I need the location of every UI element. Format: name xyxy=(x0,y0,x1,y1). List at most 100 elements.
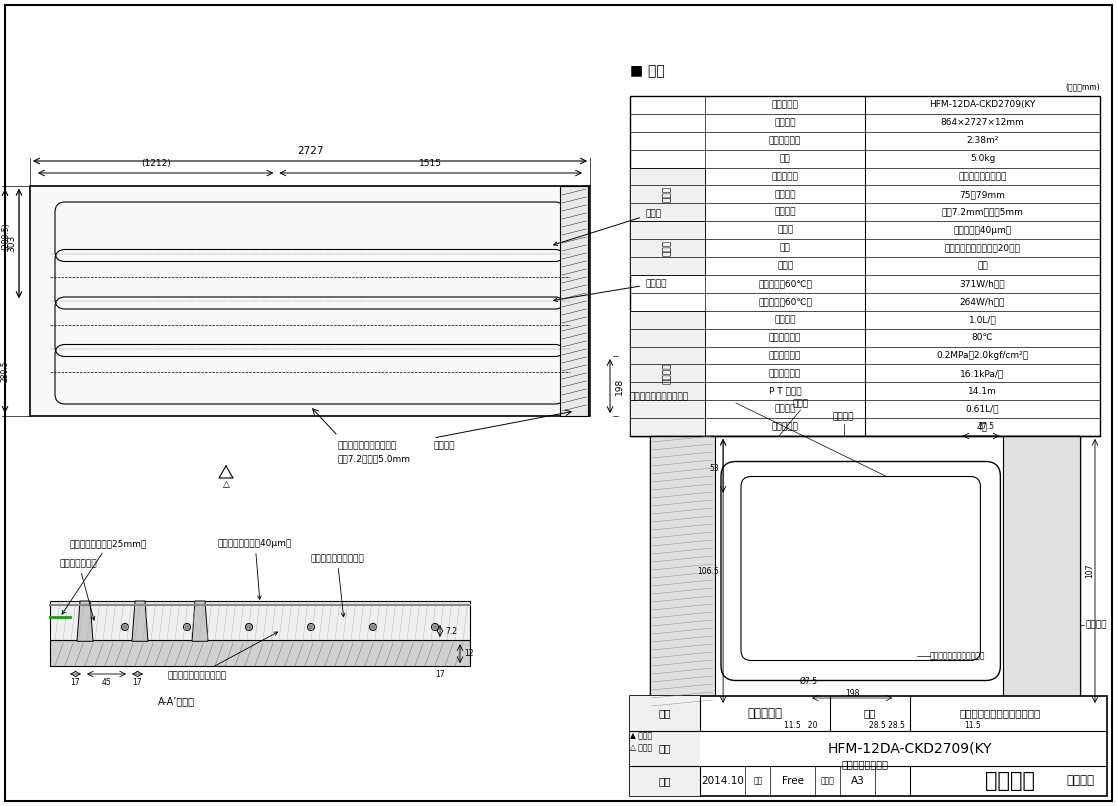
Circle shape xyxy=(309,625,313,629)
Text: 1515: 1515 xyxy=(419,159,442,168)
Text: 1.0L/分: 1.0L/分 xyxy=(968,315,996,324)
Bar xyxy=(560,186,588,416)
Bar xyxy=(630,766,700,796)
Text: 管サイズ: 管サイズ xyxy=(774,208,795,217)
FancyBboxPatch shape xyxy=(720,462,1001,680)
Text: ■ 仕様: ■ 仕様 xyxy=(630,64,665,78)
Bar xyxy=(630,696,700,731)
Text: グリーンライン（25mm）: グリーンライン（25mm） xyxy=(63,539,147,614)
Text: サイズ: サイズ xyxy=(821,776,834,786)
Text: 尺度: 尺度 xyxy=(753,776,763,786)
Text: 作成: 作成 xyxy=(659,776,671,786)
Bar xyxy=(650,436,1080,706)
Text: 2.38m²: 2.38m² xyxy=(966,136,999,145)
Circle shape xyxy=(185,625,189,629)
Text: 280.5: 280.5 xyxy=(1,360,10,382)
Text: 264W/h・枚: 264W/h・枚 xyxy=(960,297,1005,306)
Text: なし: なし xyxy=(977,261,987,271)
Bar xyxy=(1003,436,1080,706)
Text: 0.61L/枚: 0.61L/枚 xyxy=(966,405,1000,413)
Text: 質量: 質量 xyxy=(780,154,791,163)
Text: 標準流量: 標準流量 xyxy=(774,315,795,324)
Bar xyxy=(630,311,705,436)
Text: 表面材（アルミ箔40μm）: 表面材（アルミ箔40μm） xyxy=(218,539,293,600)
Text: ヘッダー: ヘッダー xyxy=(433,441,455,450)
Circle shape xyxy=(123,625,127,629)
Text: 外彧7.2・内彧5.0mm: 外彧7.2・内彧5.0mm xyxy=(338,454,411,463)
Text: P T 相当長: P T 相当長 xyxy=(768,387,801,396)
Text: 小根太（合板）: 小根太（合板） xyxy=(60,559,97,620)
Text: 106.5: 106.5 xyxy=(697,567,719,575)
Bar xyxy=(50,640,470,666)
Text: 45: 45 xyxy=(102,678,112,687)
Text: マット: マット xyxy=(663,240,672,256)
Text: 型式: 型式 xyxy=(659,743,671,754)
Text: 表面材: 表面材 xyxy=(777,226,793,235)
Text: HFM-12DA-CKD2709(KY: HFM-12DA-CKD2709(KY xyxy=(929,101,1035,110)
Text: 架橋ポリエチレンパイプ: 架橋ポリエチレンパイプ xyxy=(168,632,278,680)
Text: 最高使用圧力: 最高使用圧力 xyxy=(768,351,801,360)
Text: 0.2MPa（2.0kgf/cm²）: 0.2MPa（2.0kgf/cm²） xyxy=(936,351,1029,360)
Text: (1212): (1212) xyxy=(141,159,171,168)
Text: バンド: バンド xyxy=(792,399,809,408)
Text: 最高使用温度: 最高使用温度 xyxy=(768,333,801,342)
Text: (280.5): (280.5) xyxy=(1,222,10,250)
Text: 303: 303 xyxy=(7,235,16,252)
Polygon shape xyxy=(192,601,208,642)
Bar xyxy=(30,186,590,416)
Text: 小小根太: 小小根太 xyxy=(1085,621,1107,629)
Text: ポリスチレン発泡体（20倍）: ポリスチレン発泡体（20倍） xyxy=(945,243,1021,252)
Text: Ø7.5: Ø7.5 xyxy=(800,676,818,685)
Text: A3: A3 xyxy=(851,776,865,786)
Text: 架橋ポリエチレン管: 架橋ポリエチレン管 xyxy=(958,172,1006,181)
Polygon shape xyxy=(77,601,93,642)
Text: 外形寸法: 外形寸法 xyxy=(774,118,795,127)
Text: 保有水量: 保有水量 xyxy=(774,405,795,413)
Text: 16.1kPa/枚: 16.1kPa/枚 xyxy=(961,369,1004,378)
Text: 864×2727×12mm: 864×2727×12mm xyxy=(941,118,1024,127)
Bar xyxy=(630,168,705,222)
Text: 外彧7.2mm　内彧5mm: 外彧7.2mm 内彧5mm xyxy=(942,208,1023,217)
Text: 53: 53 xyxy=(709,464,719,473)
Text: 17: 17 xyxy=(436,670,445,679)
Text: 小根太入りハード温水マット: 小根太入りハード温水マット xyxy=(960,708,1041,718)
Text: 11.5: 11.5 xyxy=(964,721,981,730)
Text: 小根太溝数: 小根太溝数 xyxy=(772,422,799,431)
Text: 80℃: 80℃ xyxy=(972,333,993,342)
Text: 4本: 4本 xyxy=(977,422,989,431)
Text: フォームポリスチレン: フォームポリスチレン xyxy=(311,554,364,617)
Text: 75～79mm: 75～79mm xyxy=(960,190,1005,199)
Text: 設計関係: 設計関係 xyxy=(663,363,672,384)
Text: 名称: 名称 xyxy=(659,708,671,718)
Text: 2014.10: 2014.10 xyxy=(701,776,744,786)
Text: 7.2: 7.2 xyxy=(445,626,457,635)
Text: 12: 12 xyxy=(464,649,474,659)
Text: ▲ 山折り: ▲ 山折り xyxy=(630,732,652,741)
Text: 11.5   20: 11.5 20 xyxy=(784,721,818,730)
Circle shape xyxy=(371,625,375,629)
Text: 14.1m: 14.1m xyxy=(968,387,996,396)
Text: ヘッダー部詳細図: ヘッダー部詳細図 xyxy=(841,759,888,769)
Text: 小小根太: 小小根太 xyxy=(554,279,667,301)
Text: 2727: 2727 xyxy=(297,146,323,156)
Polygon shape xyxy=(132,601,147,642)
Circle shape xyxy=(247,625,251,629)
Text: 暖房能力（60℃）: 暖房能力（60℃） xyxy=(758,297,812,306)
Text: 198: 198 xyxy=(844,689,859,699)
Text: 5.0kg: 5.0kg xyxy=(970,154,995,163)
Text: △: △ xyxy=(222,480,229,489)
Text: 17: 17 xyxy=(133,678,142,687)
Text: 放熱管: 放熱管 xyxy=(663,186,672,202)
Text: 基材: 基材 xyxy=(780,243,791,252)
Bar xyxy=(630,731,700,766)
Text: アルミ箔（40μm）: アルミ箔（40μm） xyxy=(954,226,1012,235)
Bar xyxy=(630,96,1100,436)
Bar xyxy=(50,601,470,640)
Text: 有効放熱面積: 有効放熱面積 xyxy=(768,136,801,145)
Text: 77.5: 77.5 xyxy=(977,422,994,431)
Text: Free: Free xyxy=(782,776,804,786)
Text: 釘打検知用信号線貼付位置: 釘打検知用信号線貼付位置 xyxy=(929,651,985,660)
Text: △ 谷折り: △ 谷折り xyxy=(630,743,652,753)
Text: 管ピッチ: 管ピッチ xyxy=(774,190,795,199)
Bar xyxy=(650,436,715,706)
